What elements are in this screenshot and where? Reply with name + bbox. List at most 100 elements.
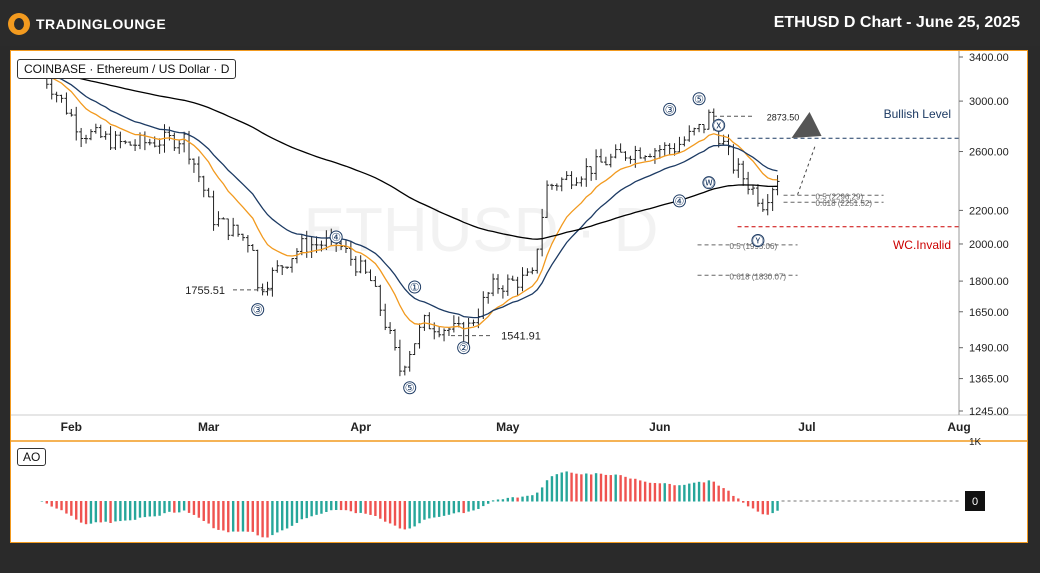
ao-bar <box>472 501 475 511</box>
symbol-legend[interactable]: COINBASE · Ethereum / US Dollar · D <box>17 59 237 79</box>
ao-bar <box>40 501 44 502</box>
ao-bar <box>182 501 186 511</box>
ao-bar <box>300 501 304 520</box>
brand-logo: TRADINGLOUNGE <box>8 12 166 36</box>
x-tick-label: Jun <box>649 420 670 434</box>
chart-frame[interactable]: ETHUSD · D 3400.00 3000.00 2600.00 2200.00 2… <box>10 50 1028 543</box>
ao-bar <box>231 501 235 532</box>
ao-bar <box>315 501 318 515</box>
candle <box>461 321 466 345</box>
moving-average-line <box>41 72 778 330</box>
ao-bar <box>658 483 662 502</box>
ao-bar <box>575 473 578 502</box>
candle <box>701 123 706 134</box>
ao-bar <box>599 473 603 502</box>
candle <box>191 158 196 173</box>
ao-bar <box>89 501 93 524</box>
ao-bar <box>609 475 612 502</box>
wave-label-marker <box>692 92 706 106</box>
ao-bar <box>271 501 274 536</box>
ao-bar <box>227 501 230 533</box>
candle <box>407 350 412 372</box>
candle <box>265 281 270 296</box>
candle <box>765 194 770 216</box>
ao-bar <box>707 480 711 502</box>
time-axis-layer: Feb Mar Apr May Jun Jul Aug <box>61 420 971 434</box>
candle <box>692 127 697 136</box>
ao-bar <box>364 501 367 514</box>
ao-bar <box>751 501 755 509</box>
ao-bar <box>266 501 269 538</box>
projection-arrow <box>791 111 822 138</box>
ao-bar <box>60 501 63 511</box>
y-tick-label: 3000.00 <box>969 96 1009 108</box>
ao-bar <box>428 501 431 519</box>
ao-bar <box>585 473 588 502</box>
candle <box>515 276 520 296</box>
ao-bar <box>594 473 598 502</box>
annotations-layer: 1755.51 1541.91 2873.50 ③ ④ ① ⑤ ② ③ ④ ⑤ Ⓧ Ⓦ Ⓨ <box>185 92 822 395</box>
candle <box>397 339 402 377</box>
ao-bar <box>683 484 686 502</box>
ao-bar <box>290 501 294 526</box>
candle <box>133 139 138 152</box>
candle <box>579 176 584 187</box>
ao-bar <box>153 501 156 517</box>
wave-label: ⑤ <box>694 94 704 106</box>
ao-bar <box>379 501 382 519</box>
candle <box>564 171 569 181</box>
candle <box>451 315 456 333</box>
y-tick-label: 1800.00 <box>969 276 1009 288</box>
candle <box>231 217 236 237</box>
ao-bar <box>771 501 774 514</box>
ao-bar <box>486 501 490 504</box>
candle <box>741 160 746 186</box>
candle <box>697 123 702 133</box>
moving-averages-layer <box>41 72 778 330</box>
candle <box>525 268 530 276</box>
indicator-legend[interactable]: AO <box>17 448 47 466</box>
candles-layer <box>39 67 780 377</box>
candle <box>201 175 206 198</box>
candle <box>491 273 496 297</box>
y-tick-label: 3400.00 <box>969 52 1009 64</box>
y-tick-label: 1490.00 <box>969 343 1009 355</box>
ao-bar <box>212 501 215 529</box>
candle <box>113 131 118 150</box>
ao-bar <box>187 501 191 513</box>
level-label: WC.Invalid <box>893 238 951 252</box>
ao-bar <box>256 501 259 536</box>
ao-bar <box>452 501 456 514</box>
ao-bar <box>148 501 151 517</box>
candle <box>486 292 491 304</box>
level-label: 0.618 (1830.07) <box>730 272 787 281</box>
ao-layer: 0 1K <box>40 437 985 538</box>
price-axis-layer: 3400.00 3000.00 2600.00 2200.00 2000.00 1800.… <box>11 51 1027 442</box>
candle <box>69 108 74 117</box>
ao-bar <box>251 501 254 532</box>
wave-label: ② <box>459 343 469 355</box>
candle <box>496 274 500 294</box>
candle <box>74 106 79 141</box>
ao-bar <box>756 501 760 512</box>
chart-canvas[interactable]: ETHUSD · D 3400.00 3000.00 2600.00 2200.00 2… <box>11 51 1027 542</box>
ao-bar <box>697 481 701 502</box>
ao-bar <box>310 501 313 517</box>
ao-bar <box>526 495 529 502</box>
ao-bar <box>702 482 706 502</box>
candle <box>594 149 599 181</box>
candle <box>520 267 525 292</box>
candle <box>530 267 535 275</box>
wave-label: ④ <box>331 232 341 244</box>
ao-bar <box>619 475 622 502</box>
moving-average-line <box>41 72 778 240</box>
ao-bar <box>349 501 353 512</box>
wave-label: ③ <box>665 104 675 116</box>
candle <box>388 322 393 334</box>
ao-bar <box>281 501 284 531</box>
y-tick-label: 2000.00 <box>969 239 1009 251</box>
candle <box>755 184 760 207</box>
ao-bar <box>643 481 647 502</box>
wave-label: Ⓦ <box>703 177 714 190</box>
ao-bar <box>418 501 421 524</box>
